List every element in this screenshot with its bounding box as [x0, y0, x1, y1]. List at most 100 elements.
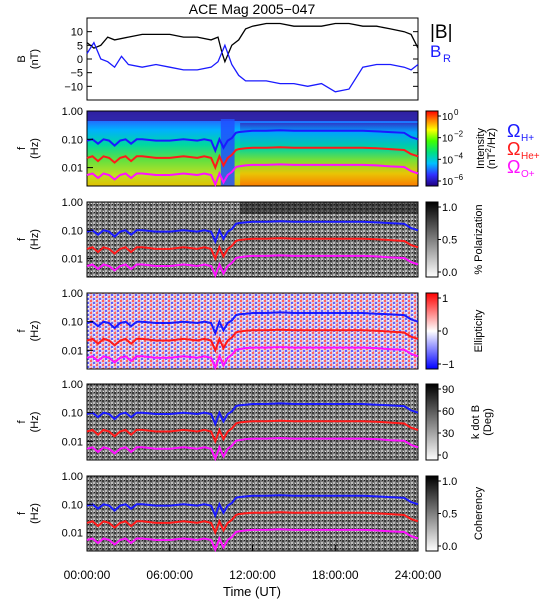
colorbar-unit-part-b: /Hz) [486, 128, 498, 148]
yunit-coherency: (Hz) [29, 503, 41, 524]
field-yunit: (nT) [29, 49, 41, 69]
xtick-label: 24:00:00 [395, 568, 442, 582]
figure-title: ACE Mag 2005−047 [189, 1, 316, 17]
yunit-intensity: (Hz) [29, 138, 41, 159]
ytick-label-intensity: 1.00 [62, 106, 83, 118]
colorbar-tick-label-kdotb: 60 [442, 406, 454, 418]
gyro-line-Hplus-kdotb [86, 402, 419, 427]
legend-br: B [430, 42, 441, 61]
gyro-line-Oplus-intensity [86, 163, 419, 188]
gyro-line-Heplus-coherency [86, 511, 419, 536]
yunit-polarization: (Hz) [29, 229, 41, 250]
gyro-legend-subscript-Heplus: He+ [521, 151, 540, 162]
panel-frame-ellipticity [86, 292, 419, 370]
field-panel-frame [86, 17, 419, 101]
colorbar-coherency [425, 475, 439, 552]
colorbar-intensity [425, 110, 439, 187]
panel-ellipticity: 1.00 0.10 0.01 f (Hz) 1 0 −1 Ellipticity [16, 288, 485, 371]
ylabel-intensity: f [16, 146, 28, 150]
colorbar-tick-label-polarization: 0.0 [442, 267, 457, 279]
yunit-kdotb: (Hz) [29, 412, 41, 433]
ytick-label-intensity: 0.10 [62, 134, 83, 146]
xtick-label: 12:00:00 [229, 568, 276, 582]
colorbar-tick-label-coherency: 0.5 [442, 509, 457, 521]
colorbar-tick-label-intensity: 10 [442, 155, 454, 166]
colorbar-tick-label-ellipticity: 1 [442, 293, 448, 305]
colorbar-label-intensity: Intensity [475, 128, 487, 169]
colorbar-tick-label-intensity: 10 [442, 177, 454, 188]
legend-btotal: |B| [430, 22, 453, 43]
gyro-line-Hplus-ellipticity [86, 311, 419, 336]
ylabel-polarization: f [16, 237, 28, 241]
field-ylabel: B [16, 55, 28, 62]
field-ytick-label: −10 [64, 81, 83, 93]
panel-kdotb: 1.00 0.10 0.01 f (Hz) 90 60 30 0 k dot B (Deg) [16, 379, 494, 462]
colorbar-unit-intensity: (nT2/Hz) [484, 128, 498, 169]
gyro-line-Hplus-intensity [86, 129, 419, 154]
colorbar-label-kdotb: k dot B [470, 405, 482, 439]
colorbar-tick-label-polarization: 0.5 [442, 235, 457, 247]
ylabel-coherency: f [16, 511, 28, 515]
colorbar-unit-kdotb: (Deg) [482, 408, 494, 436]
field-ytick-label: 10 [71, 27, 83, 39]
colorbar-tick-label-kdotb: 30 [442, 428, 454, 440]
xtick-label: 06:00:00 [146, 568, 193, 582]
ytick-label-kdotb: 1.00 [62, 379, 83, 391]
colorbar-unit-part-a: (nT [486, 152, 498, 169]
ytick-label-kdotb: 0.01 [62, 436, 83, 448]
gyro-line-Oplus-coherency [86, 528, 419, 553]
colorbar-ellipticity [425, 292, 439, 370]
gyro-line-Heplus-ellipticity [86, 328, 419, 354]
legend-br-subscript: R [443, 53, 451, 65]
colorbar-label-coherency: Coherency [473, 486, 485, 540]
field-ytick-label: 0 [77, 54, 83, 66]
ytick-label-polarization: 1.00 [62, 197, 83, 209]
intensity-enhanced-region [240, 123, 418, 186]
gyro-line-Oplus-polarization [86, 254, 419, 279]
gyro-line-Hplus-coherency [86, 494, 419, 519]
field-series-btotal [86, 22, 419, 64]
gyro-line-Hplus-polarization [86, 220, 419, 245]
xtick-label: 18:00:00 [312, 568, 359, 582]
colorbar-tick-label-intensity: 10 [442, 134, 454, 145]
yunit-ellipticity: (Hz) [29, 321, 41, 342]
colorbar-tick-exponent-intensity: 0 [454, 108, 459, 117]
gyro-legend-symbol-Hplus: Ω [507, 121, 520, 141]
panel-coherency: 1.00 0.10 0.01 f (Hz) 1.0 0.5 0.0 Coherency [16, 471, 485, 553]
field-ytick-label: 5 [77, 40, 83, 52]
panel-frame-intensity [86, 110, 419, 187]
ylabel-ellipticity: f [16, 329, 28, 333]
ytick-label-kdotb: 0.10 [62, 408, 83, 420]
ytick-label-ellipticity: 0.10 [62, 317, 83, 329]
colorbar-tick-exponent-intensity: −2 [454, 130, 464, 139]
colorbar-tick-label-kdotb: 90 [442, 384, 454, 396]
gyro-line-Oplus-ellipticity [86, 346, 419, 371]
ytick-label-coherency: 1.00 [62, 471, 83, 483]
ytick-label-coherency: 0.01 [62, 528, 83, 540]
intensity-top-band [87, 111, 418, 121]
panel-polarization: 1.00 0.10 0.01 f (Hz) 1.0 0.5 0.0 % Polarization [16, 197, 485, 279]
colorbar-kdotb [425, 383, 439, 461]
gyro-legend-symbol-Heplus: Ω [507, 139, 520, 159]
colorbar-label-ellipticity: Ellipticity [473, 309, 485, 352]
gyro-legend-subscript-Oplus: O+ [521, 169, 535, 180]
gyro-line-Oplus-kdotb [86, 437, 419, 462]
colorbar-tick-label-coherency: 0.0 [442, 541, 457, 553]
colorbar-tick-label-intensity: 10 [442, 112, 454, 123]
ytick-label-ellipticity: 0.01 [62, 345, 83, 357]
intensity-gap-band [220, 119, 235, 186]
ytick-label-polarization: 0.10 [62, 225, 83, 237]
colorbar-tick-label-kdotb: 0 [442, 450, 448, 462]
colorbar-tick-label-coherency: 1.0 [442, 476, 457, 488]
gyro-line-Heplus-kdotb [86, 419, 419, 445]
field-series-br [86, 41, 419, 93]
gyro-line-Heplus-intensity [86, 146, 419, 171]
colorbar-tick-label-ellipticity: 0 [442, 326, 448, 338]
colorbar-unit-superscript: 2 [484, 148, 493, 153]
ytick-label-intensity: 0.01 [62, 163, 83, 175]
colorbar-tick-label-ellipticity: −1 [442, 359, 455, 371]
gyro-line-Heplus-polarization [86, 237, 419, 262]
colorbar-tick-label-polarization: 1.0 [442, 202, 457, 214]
field-ytick-label: −5 [70, 68, 83, 80]
